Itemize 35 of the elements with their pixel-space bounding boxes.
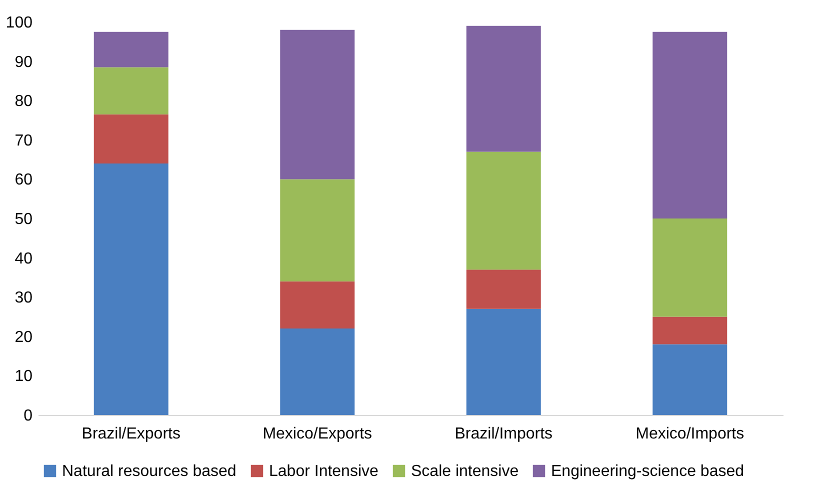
bar [652,218,728,317]
y-tick-label: 40 [14,250,33,268]
bar [466,270,541,309]
y-tick-label: 20 [14,328,33,346]
legend-label: Labor Intensive [269,463,379,480]
legend-label: Engineering-science based [551,463,744,480]
x-tick-label: Brazil/Imports [454,426,553,442]
bar [652,32,728,218]
y-tick-label: 80 [14,93,33,110]
legend-label: Scale intensive [411,463,519,480]
bar [280,30,355,180]
bar [466,308,541,415]
bar [466,26,541,152]
bar [652,316,728,344]
y-tick-label: 100 [6,14,33,32]
y-tick-label: 90 [14,54,33,71]
bar [94,163,168,415]
y-tick-label: 30 [14,290,33,307]
bar [652,344,728,415]
bar [280,179,355,282]
bar [94,67,168,114]
bar [280,328,355,415]
bar [94,32,168,68]
bar [94,114,168,164]
y-tick-label: 10 [14,368,33,386]
y-tick-label: 60 [14,172,33,189]
x-tick-label: Mexico/Imports [636,426,744,442]
bar [280,281,355,329]
legend-label: Natural resources based [62,463,236,480]
y-tick-label: 50 [14,211,33,228]
x-tick-label: Brazil/Exports [82,426,180,442]
y-tick-label: 0 [24,408,33,424]
x-tick-label: Mexico/Exports [262,426,372,442]
bar [466,152,541,270]
y-tick-label: 70 [14,132,33,150]
